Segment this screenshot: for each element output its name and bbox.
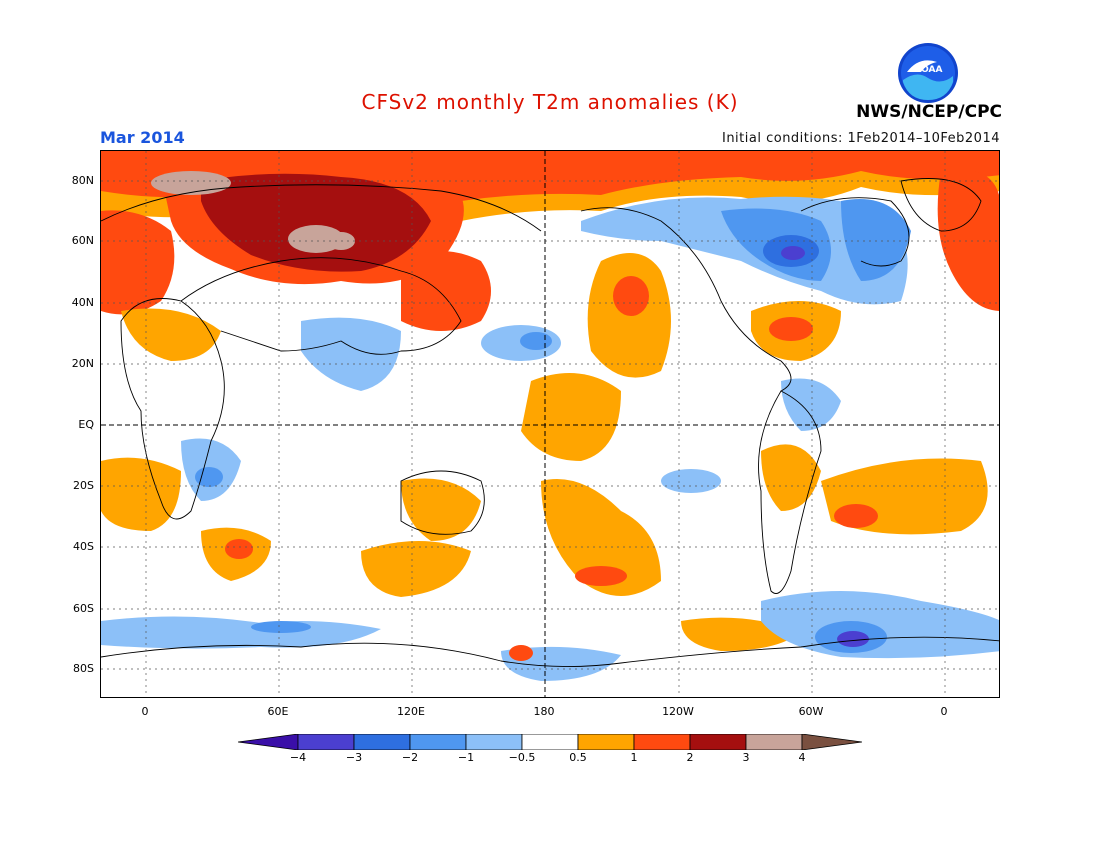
noaa-logo: NOAA xyxy=(898,43,958,103)
noaa-logo-text: NOAA xyxy=(914,65,943,75)
central-pacific-warm xyxy=(521,373,621,461)
antarctic-cold-west-core xyxy=(251,621,311,633)
colorbar-tick-label: 0.5 xyxy=(569,751,587,764)
colorbar-tick-label: 2 xyxy=(686,751,694,764)
initial-conditions-label: Initial conditions: 1Feb2014–10Feb2014 xyxy=(721,131,1000,146)
africa-cold-core xyxy=(195,467,223,487)
anomaly-map xyxy=(100,150,1000,698)
north-pacific-warm-core xyxy=(613,276,649,316)
south-pacific-cold xyxy=(661,469,721,493)
colorbar-tick-label: 3 xyxy=(742,751,750,764)
map-title: CFSv2 monthly T2m anomalies (K) xyxy=(361,90,739,114)
colorbar-segment xyxy=(297,734,355,750)
coastlines xyxy=(101,178,999,668)
south-pacific-warm xyxy=(541,479,661,596)
anomaly-map-canvas xyxy=(101,151,999,697)
valid-month-label: Mar 2014 xyxy=(100,128,185,147)
lat-label: 40S xyxy=(73,540,94,553)
australia-warm xyxy=(401,478,481,541)
agency-label: NWS/NCEP/CPC xyxy=(856,102,1002,122)
colorbar-segment xyxy=(633,734,691,750)
south-asia-cold xyxy=(301,317,401,391)
lat-label: 20N xyxy=(71,357,94,370)
indian-ocean-warm-core xyxy=(225,539,253,559)
south-atlantic-warm xyxy=(101,457,181,531)
lon-label: 60E xyxy=(267,705,289,718)
lon-label: 60W xyxy=(798,705,824,718)
extreme-warm-patch-2 xyxy=(151,171,231,195)
lon-label: 0 xyxy=(141,705,149,718)
colorbar-tick-label: −2 xyxy=(401,751,419,764)
colorbar xyxy=(238,734,862,750)
siberia-extreme-warm xyxy=(201,173,431,272)
colorbar-tick-label: −3 xyxy=(345,751,363,764)
east-asia-warm xyxy=(401,251,491,331)
lat-label: 60N xyxy=(71,234,94,247)
tasman-warm xyxy=(361,541,471,597)
colorbar-segment xyxy=(689,734,747,750)
subtropical-pacific-cold-core xyxy=(520,332,552,350)
south-atlantic-warm-core xyxy=(834,504,878,528)
equator-dateline xyxy=(101,151,999,697)
colorbar-segment xyxy=(353,734,411,750)
europe-warm xyxy=(101,210,175,315)
colorbar-tick-label: 4 xyxy=(798,751,806,764)
labrador-cold xyxy=(841,199,911,281)
colorbar-segment xyxy=(465,734,523,750)
lat-label: 40N xyxy=(71,296,94,309)
lat-label: 20S xyxy=(73,479,94,492)
south-america-warm xyxy=(761,444,821,511)
colorbar-arrow-low xyxy=(238,734,299,750)
graticule xyxy=(101,151,999,697)
lat-label: 80S xyxy=(73,662,94,675)
colorbar-segment xyxy=(521,734,579,750)
lon-label: 0 xyxy=(940,705,948,718)
antarctic-cold-west xyxy=(101,616,381,649)
colorbar-segment xyxy=(577,734,635,750)
greenland-warm xyxy=(937,169,999,311)
tropical-atlantic-cold xyxy=(781,378,841,431)
lon-label: 120E xyxy=(397,705,425,718)
south-pacific-warm-core xyxy=(575,566,627,586)
lon-label: 180 xyxy=(533,705,555,718)
north-america-cold xyxy=(581,196,908,305)
ross-sea-warm xyxy=(509,645,533,661)
lat-label: 80N xyxy=(71,174,94,187)
antarctic-cold-east xyxy=(761,591,999,659)
lat-label: EQ xyxy=(78,418,94,431)
north-america-cold-strong xyxy=(781,246,805,260)
colorbar-tick-label: −4 xyxy=(289,751,307,764)
colorbar-tick-label: 1 xyxy=(630,751,638,764)
colorbar-tick-label: −1 xyxy=(457,751,475,764)
colorbar-segment xyxy=(745,734,803,750)
antarctic-cold-east-strong xyxy=(837,631,869,647)
north-atlantic-warm-core xyxy=(769,317,813,341)
colorbar-segment xyxy=(409,734,467,750)
colorbar-arrow-high xyxy=(801,734,862,750)
north-africa-warm xyxy=(121,308,221,361)
lat-label: 60S xyxy=(73,602,94,615)
colorbar-tick-label: −0.5 xyxy=(508,751,536,764)
lon-label: 120W xyxy=(662,705,694,718)
